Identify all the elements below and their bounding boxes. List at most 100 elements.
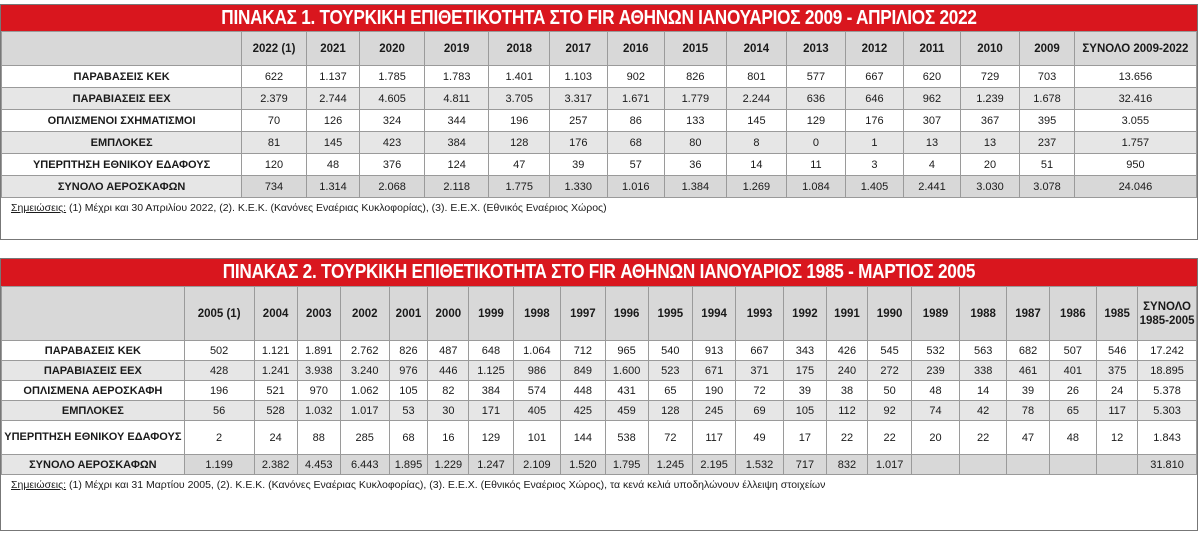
table-cell: 970 xyxy=(296,380,341,401)
table-cell: 17.242 xyxy=(1137,340,1197,361)
table-cell: 20 xyxy=(959,153,1021,176)
table-cell: 636 xyxy=(786,87,846,110)
table-cell: 70 xyxy=(241,109,307,132)
table-cell: 1.795 xyxy=(604,454,649,475)
table-1-notes: Σημειώσεις: (1) Μέχρι και 30 Απριλίου 20… xyxy=(1,198,1197,218)
table-cell: 1.229 xyxy=(427,454,470,475)
table-cell xyxy=(1006,454,1050,475)
table-1-grid: 2022 (1) 2021 2020 2019 2018 2017 2016 2015 2014… xyxy=(0,31,1198,198)
table-cell: 80 xyxy=(664,131,727,154)
table-cell: 145 xyxy=(725,109,788,132)
table-2-grid: 2005 (1) 2004 2003 2002 2001 2000 1999 1998 1997… xyxy=(1,286,1197,475)
table-cell: 133 xyxy=(664,109,727,132)
row-label: ΕΜΠΛΟΚΕΣ xyxy=(1,400,185,421)
table-cell: 1.241 xyxy=(253,360,298,381)
table-cell: 13 xyxy=(959,131,1021,154)
table-cell: 540 xyxy=(647,340,694,361)
table-cell: 49 xyxy=(735,420,784,455)
table-cell: 22 xyxy=(866,420,913,455)
column-header: ΣΥΝΟΛΟ 1985-2005 xyxy=(1137,286,1197,341)
table-cell: 3.938 xyxy=(296,360,341,381)
table-cell: 190 xyxy=(691,380,737,401)
table-row: ΥΠΕΡΠΤΗΣΗ ΕΘΝΙΚΟΥ ΕΔΑΦΟΥΣ 2 24 88 285 68 16 129… xyxy=(1,420,1197,455)
table-cell: 285 xyxy=(339,420,390,455)
column-header: 2015 xyxy=(664,31,727,66)
table-cell: 1.103 xyxy=(549,65,608,88)
row-label: ΠΑΡΑΒΑΣΕΙΣ ΚΕΚ xyxy=(1,340,185,361)
table-cell: 1.843 xyxy=(1137,420,1197,455)
column-header: 1987 xyxy=(1006,286,1050,341)
table-cell: 39 xyxy=(782,380,827,401)
table-row: ΠΑΡΑΒΑΣΕΙΣ ΚΕΚ 502 1.121 1.891 2.762 826 487 64… xyxy=(1,340,1197,361)
table-cell: 532 xyxy=(911,340,960,361)
table-cell: 577 xyxy=(786,65,846,88)
table-cell: 826 xyxy=(388,340,429,361)
table-cell: 729 xyxy=(959,65,1021,88)
table-cell: 74 xyxy=(911,400,960,421)
table-cell: 367 xyxy=(959,109,1021,132)
table-cell: 30 xyxy=(427,400,470,421)
table-cell: 343 xyxy=(782,340,827,361)
table-cell: 1.121 xyxy=(253,340,298,361)
table-cell: 14 xyxy=(958,380,1008,401)
table-cell: 272 xyxy=(866,360,913,381)
table-cell: 832 xyxy=(825,454,868,475)
table-cell: 986 xyxy=(512,360,562,381)
table-2: ΠΙΝΑΚΑΣ 2. ΤΟΥΡΚΙΚΗ ΕΠΙΘΕΤΙΚΟΤΗΤΑ ΣΤΟ FI… xyxy=(0,258,1198,531)
column-header: 1992 xyxy=(782,286,827,341)
table-cell: 3.705 xyxy=(488,87,551,110)
table-cell: 101 xyxy=(512,420,562,455)
table-cell: 65 xyxy=(647,380,694,401)
table-cell: 240 xyxy=(825,360,868,381)
table-cell: 11 xyxy=(786,153,846,176)
table-cell: 1.401 xyxy=(488,65,551,88)
table-row: ΟΠΛΙΣΜΕΝΑ ΑΕΡΟΣΚΑΦΗ 196 521 970 1.062 105 82 38… xyxy=(1,380,1197,401)
table-cell: 51 xyxy=(1019,153,1075,176)
table-cell: 26 xyxy=(1048,380,1098,401)
column-header: 1996 xyxy=(604,286,649,341)
column-header: 1999 xyxy=(468,286,514,341)
column-header: 2018 xyxy=(488,31,551,66)
table-cell: 3.317 xyxy=(549,87,608,110)
table-cell: 48 xyxy=(1048,420,1098,455)
table-cell: 176 xyxy=(844,109,905,132)
table-cell: 521 xyxy=(253,380,298,401)
table-cell: 648 xyxy=(468,340,514,361)
table-cell: 144 xyxy=(560,420,606,455)
column-header: 2001 xyxy=(388,286,429,341)
table-cell: 1.062 xyxy=(339,380,390,401)
table-cell: 545 xyxy=(866,340,913,361)
table-cell: 1.600 xyxy=(604,360,649,381)
table-cell: 338 xyxy=(958,360,1008,381)
table-cell: 1.247 xyxy=(468,454,514,475)
table-cell: 1.239 xyxy=(959,87,1021,110)
table-cell: 39 xyxy=(549,153,608,176)
table-cell: 24 xyxy=(253,420,298,455)
column-header: 1989 xyxy=(911,286,960,341)
table-cell: 1.199 xyxy=(183,454,255,475)
row-label: ΥΠΕΡΠΤΗΣΗ ΕΘΝΙΚΟΥ ΕΔΑΦΟΥΣ xyxy=(0,153,243,176)
table-cell: 425 xyxy=(560,400,606,421)
table-cell: 902 xyxy=(606,65,666,88)
table-cell: 620 xyxy=(903,65,961,88)
table-cell: 1.064 xyxy=(512,340,562,361)
table-cell: 962 xyxy=(903,87,961,110)
table-cell: 24 xyxy=(1096,380,1139,401)
table-cell xyxy=(1048,454,1098,475)
table-cell: 574 xyxy=(512,380,562,401)
table-cell: 120 xyxy=(241,153,307,176)
table-cell: 446 xyxy=(427,360,470,381)
table-cell: 145 xyxy=(305,131,361,154)
row-label: ΠΑΡΑΒΑΣΕΙΣ ΚΕΚ xyxy=(0,65,243,88)
table-cell: 2.195 xyxy=(691,454,737,475)
table-cell: 105 xyxy=(388,380,429,401)
table-row: ΥΠΕΡΠΤΗΣΗ ΕΘΝΙΚΟΥ ΕΔΑΦΟΥΣ 120 48 376 124 47 39… xyxy=(0,153,1198,176)
table-row: ΠΑΡΑΒΙΑΣΕΙΣ ΕΕΧ 428 1.241 3.938 3.240 976 446 1… xyxy=(1,360,1197,381)
column-header: 2022 (1) xyxy=(241,31,307,66)
column-header: 1998 xyxy=(512,286,562,341)
table-cell: 5.303 xyxy=(1137,400,1197,421)
table-cell: 129 xyxy=(468,420,514,455)
table-cell: 344 xyxy=(423,109,490,132)
header-corner xyxy=(0,31,243,66)
table-cell: 1.016 xyxy=(606,175,666,198)
